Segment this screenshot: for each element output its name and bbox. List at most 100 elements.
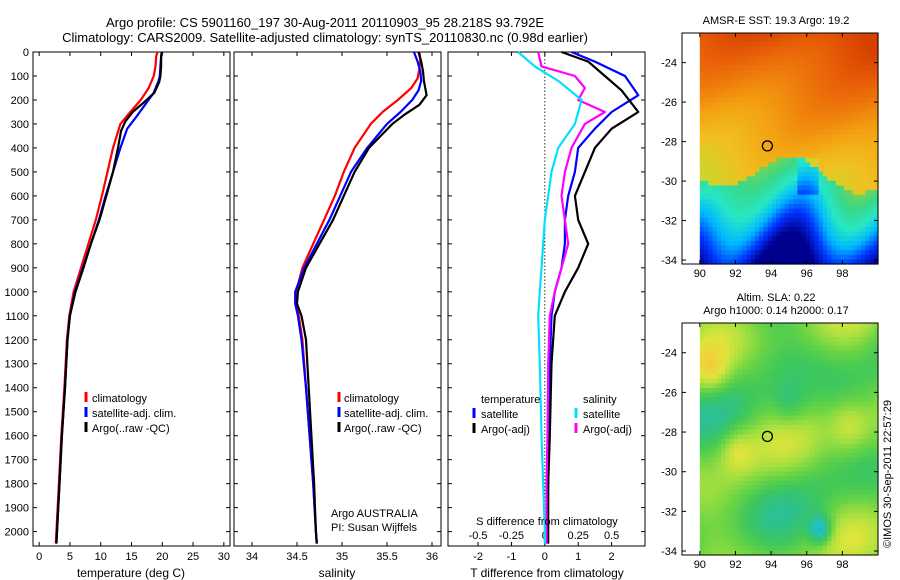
map-cell [852,245,858,251]
map-cell [814,397,820,403]
map-cell [827,83,832,90]
map-cell [763,102,769,108]
map-cell [788,143,794,150]
map-cell [856,550,862,556]
map-cell [848,180,854,187]
map-cell [780,162,786,168]
map-cell [776,139,782,145]
map-cell [831,134,837,140]
map-cell [848,550,854,556]
map-cell [767,425,773,431]
map-cell [733,250,739,256]
map-cell [848,171,854,177]
map-cell [852,69,858,76]
map-cell [814,550,820,556]
map-cell [873,346,879,352]
map-cell [704,387,709,394]
map-cell [746,439,752,445]
map-cell [822,383,828,389]
map-cell [759,208,765,214]
map-cell [831,236,837,242]
map-cell [822,374,828,380]
map-cell [856,111,862,117]
map-cell [852,425,858,431]
map-cell [865,208,871,214]
map-cell [805,499,811,505]
map-cell [733,471,739,477]
map-cell [780,383,786,389]
map-cell [827,406,832,412]
map-y-tick-label: -34 [661,255,677,267]
map-cell [712,531,718,538]
map-cell [788,476,794,482]
map-cell [848,176,854,182]
map-cell [721,360,726,366]
map-cell [754,503,760,510]
map-cell [788,466,794,473]
map-cell [831,199,837,205]
map-cell [856,480,862,486]
map-cell [861,231,866,237]
map-cell [793,245,798,251]
map-cell [725,176,731,182]
map-cell [780,231,786,237]
map-cell [771,153,777,159]
map-cell [729,406,735,412]
map-cell [822,245,828,251]
map-cell [848,406,854,412]
map-cell [793,536,798,542]
map-cell [827,166,832,173]
map-cell [801,466,807,473]
map-cell [869,374,875,380]
map-cell [861,203,866,210]
map-cell [708,397,714,403]
map-cell [729,541,735,547]
map-cell [852,33,858,39]
map-cell [742,499,748,505]
map-cell [848,74,854,80]
map-cell [810,466,815,473]
map-cell [780,439,786,445]
map-cell [754,541,760,547]
map-cell [725,254,731,260]
map-cell [725,88,731,94]
map-x-tick-label: 94 [765,268,777,280]
map-cell [738,51,743,57]
map-cell [831,374,837,380]
map-cell [750,185,756,191]
map-cell [763,327,769,333]
map-cell [708,439,714,445]
map-cell [788,406,794,412]
x-tick-label: 35 [336,551,348,563]
map-cell [801,443,807,449]
map-cell [759,254,765,260]
map-cell [776,406,782,412]
map-cell [873,222,879,228]
map-cell [729,494,735,500]
map-cell [738,185,743,191]
map-cell [873,88,879,94]
map-cell [729,415,735,422]
map-cell [729,401,735,408]
map-cell [822,203,828,210]
map-cell [839,231,845,237]
map-cell [810,143,815,150]
map-cell [742,213,748,219]
map-cell [763,185,769,191]
map-cell [873,134,879,140]
map-cell [797,425,803,431]
map-cell [725,341,731,347]
map-cell [776,74,782,80]
map-cell [818,46,824,53]
map-cell [776,364,782,370]
map-cell [750,222,756,228]
x-tick-label: 36 [426,551,438,563]
map-cell [814,457,820,463]
map-cell [704,240,709,247]
map-cell [776,397,782,403]
map-cell [776,60,782,66]
map-cell [839,236,845,242]
map-cell [776,231,782,237]
map-cell [742,139,748,145]
map-cell [721,471,726,477]
